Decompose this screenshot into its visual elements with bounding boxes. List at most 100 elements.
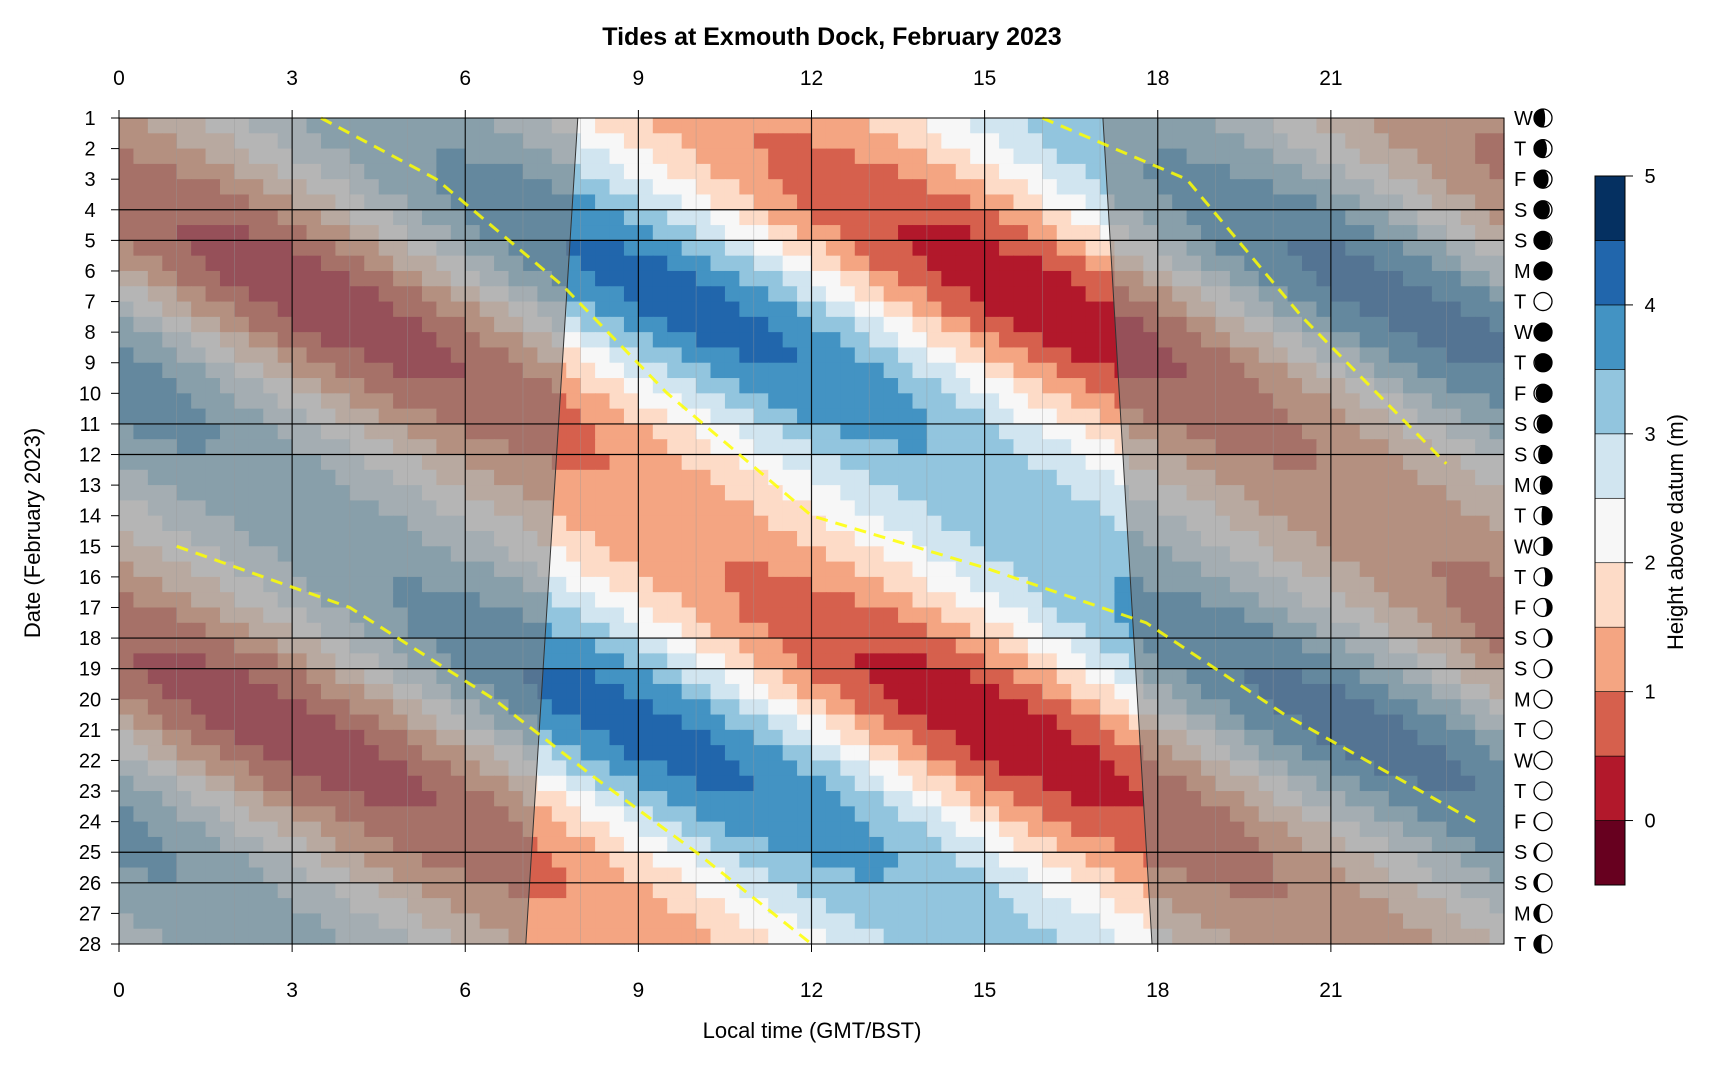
heat-cell: [696, 729, 712, 746]
heat-cell: [782, 638, 798, 654]
heat-cell: [999, 347, 1015, 364]
heat-cell: [1100, 408, 1116, 425]
heat-cell: [1013, 255, 1029, 272]
heat-cell: [955, 301, 971, 318]
heat-cell: [926, 576, 942, 593]
heat-cell: [869, 347, 885, 364]
heat-cell: [984, 775, 1000, 792]
heat-cell: [681, 882, 697, 899]
heat-cell: [1100, 500, 1116, 517]
heat-cell: [1085, 729, 1101, 746]
heat-cell: [941, 791, 957, 807]
heat-cell: [854, 546, 870, 563]
heat-cell: [1056, 194, 1072, 211]
heat-cell: [1071, 668, 1087, 685]
heat-cell: [898, 240, 914, 257]
heat-cell: [768, 821, 784, 838]
heat-cell: [941, 714, 957, 731]
heat-cell: [638, 683, 654, 700]
heat-cell: [970, 469, 986, 486]
heat-cell: [595, 423, 611, 440]
heat-cell: [753, 515, 769, 532]
heat-cell: [638, 882, 654, 899]
heat-cell: [984, 806, 1000, 823]
heat-cell: [984, 209, 1000, 226]
heat-cell: [1027, 163, 1043, 180]
heat-cell: [840, 836, 856, 853]
heat-cell: [652, 592, 668, 609]
heat-cell: [753, 638, 769, 654]
heat-cell: [999, 255, 1015, 272]
heat-cell: [1027, 561, 1043, 578]
heat-cell: [854, 852, 870, 869]
heat-cell: [724, 806, 740, 823]
heat-cell: [623, 699, 639, 716]
heat-cell: [710, 454, 726, 471]
heat-cell: [869, 699, 885, 716]
heat-cell: [1042, 561, 1058, 578]
heat-cell: [926, 469, 942, 486]
heat-cell: [638, 194, 654, 211]
heat-cell: [840, 898, 856, 915]
heat-cell: [869, 607, 885, 624]
heat-cell: [984, 332, 1000, 349]
heat-cell: [854, 469, 870, 486]
heat-cell: [955, 163, 971, 180]
heat-cell: [595, 118, 611, 134]
heat-cell: [638, 209, 654, 226]
heat-cell: [696, 745, 712, 762]
heat-cell: [999, 775, 1015, 792]
heat-cell: [984, 286, 1000, 303]
heat-cell: [797, 745, 813, 762]
heat-cell: [955, 852, 971, 869]
heat-cell: [768, 393, 784, 410]
heat-cell: [580, 454, 596, 471]
heat-cell: [797, 760, 813, 777]
heat-cell: [912, 867, 928, 884]
heat-cell: [768, 515, 784, 532]
heat-cell: [999, 469, 1015, 486]
heat-cell: [811, 852, 827, 869]
heat-cell: [797, 668, 813, 685]
heat-cell: [782, 454, 798, 471]
heat-cell: [926, 638, 942, 654]
heat-cell: [724, 668, 740, 685]
heat-cell: [1071, 683, 1087, 700]
heat-cell: [869, 729, 885, 746]
heat-cell: [580, 791, 596, 807]
heat-cell: [1027, 760, 1043, 777]
heat-cell: [840, 714, 856, 731]
heat-cell: [797, 836, 813, 853]
heat-cell: [941, 592, 957, 609]
heat-cell: [551, 607, 567, 624]
heat-cell: [926, 163, 942, 180]
heat-cell: [580, 316, 596, 333]
heat-cell: [724, 163, 740, 180]
heat-cell: [739, 714, 755, 731]
heat-cell: [566, 592, 582, 609]
heat-cell: [955, 867, 971, 884]
heat-cell: [768, 439, 784, 456]
heat-cell: [811, 393, 827, 410]
heat-cell: [840, 485, 856, 502]
heat-cell: [797, 270, 813, 287]
heat-cell: [883, 148, 899, 165]
heat-cell: [710, 683, 726, 700]
heat-cell: [551, 592, 567, 609]
heat-cell: [1085, 500, 1101, 517]
heat-cell: [1027, 255, 1043, 272]
heat-cell: [782, 683, 798, 700]
heat-cell: [1071, 270, 1087, 287]
heat-cell: [898, 760, 914, 777]
heat-cell: [912, 622, 928, 639]
heat-cell: [797, 362, 813, 379]
heat-cell: [681, 255, 697, 272]
heat-cell: [811, 729, 827, 746]
heat-cell: [739, 255, 755, 272]
heat-cell: [970, 454, 986, 471]
heat-cell: [825, 775, 841, 792]
heat-cell: [999, 148, 1015, 165]
heat-cell: [753, 469, 769, 486]
heat-cell: [970, 806, 986, 823]
heat-cell: [1027, 806, 1043, 823]
